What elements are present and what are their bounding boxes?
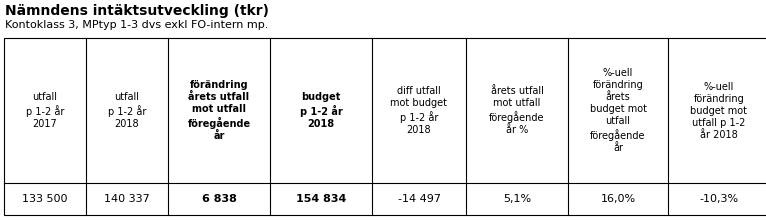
Text: 140 337: 140 337 xyxy=(104,194,150,204)
Text: 5,1%: 5,1% xyxy=(503,194,531,204)
Text: %-uell
förändring
årets
budget mot
utfall
föregående
år: %-uell förändring årets budget mot utfal… xyxy=(590,68,647,153)
Text: Kontoklass 3, MPtyp 1-3 dvs exkl FO-intern mp.: Kontoklass 3, MPtyp 1-3 dvs exkl FO-inte… xyxy=(5,20,268,30)
Text: Nämndens intäktsutveckling (tkr): Nämndens intäktsutveckling (tkr) xyxy=(5,4,269,18)
Text: utfall
p 1-2 år
2018: utfall p 1-2 år 2018 xyxy=(108,92,146,129)
Text: -10,3%: -10,3% xyxy=(699,194,738,204)
Text: 16,0%: 16,0% xyxy=(601,194,636,204)
Text: %-uell
förändring
budget mot
utfall p 1-2
år 2018: %-uell förändring budget mot utfall p 1-… xyxy=(690,81,748,139)
Text: 154 834: 154 834 xyxy=(296,194,346,204)
Text: diff utfall
mot budget
p 1-2 år
2018: diff utfall mot budget p 1-2 år 2018 xyxy=(391,86,447,135)
Text: förändring
årets utfall
mot utfall
föregående
år: förändring årets utfall mot utfall föreg… xyxy=(188,80,250,141)
Text: 6 838: 6 838 xyxy=(201,194,237,204)
Text: 133 500: 133 500 xyxy=(22,194,67,204)
Text: budget
p 1-2 år
2018: budget p 1-2 år 2018 xyxy=(300,92,342,129)
Text: årets utfall
mot utfall
föregående
år %: årets utfall mot utfall föregående år % xyxy=(489,86,545,135)
Bar xyxy=(4,38,766,215)
Text: -14 497: -14 497 xyxy=(398,194,440,204)
Text: utfall
p 1-2 år
2017: utfall p 1-2 år 2017 xyxy=(26,92,64,129)
